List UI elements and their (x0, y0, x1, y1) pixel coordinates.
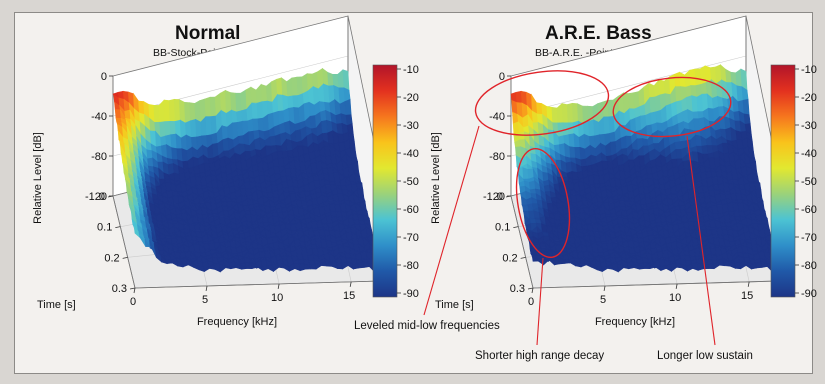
colorbar (372, 64, 398, 298)
z-axis-label: Relative Level [dB] (32, 132, 44, 224)
annotation-shorter-high-decay: Shorter high range decay (475, 350, 605, 362)
time-tick-label: 0.1 (97, 222, 112, 234)
z-tick-label: -40 (489, 111, 505, 123)
z-tick-label: -120 (85, 191, 107, 203)
colorbar-tick-label: -30 (801, 120, 817, 132)
figure-frame: Normal BB-Stock-Point 1 0 -40 -80 -120 Relat… (14, 12, 817, 374)
z-tick-label: -80 (489, 151, 505, 163)
time-tick-label: 0.2 (502, 252, 517, 264)
chart-panel-normal: Normal BB-Stock-Point 1 0 -40 -80 -120 Relat… (15, 13, 419, 353)
waterfall-plot: 0 -40 -80 -120 Relative Level [dB] 0 0.1 0.2 0.3… (32, 15, 419, 328)
colorbar-tick-label: -20 (801, 92, 817, 104)
time-tick-label: 0.3 (112, 283, 127, 295)
colorbar-tick-label: -50 (801, 176, 817, 188)
colorbar-tick-label: -10 (801, 64, 817, 76)
frequency-tick-label: 10 (271, 292, 283, 304)
annotation-leveled-mid-low: Leveled mid-low frequencies (354, 320, 500, 332)
waterfall-plot: 0 -40 -80 -120 Relative Level [dB] 0 0.1 0.2 0.3… (430, 15, 817, 328)
colorbar-tick-label: -80 (801, 260, 817, 272)
colorbar-tick-label: -60 (403, 204, 419, 216)
frequency-tick-label: 0 (130, 296, 136, 308)
colorbar-tick-label: -40 (801, 148, 817, 160)
frequency-tick-label: 0 (528, 296, 534, 308)
chart-title: A.R.E. Bass (545, 23, 652, 44)
z-axis-label: Relative Level [dB] (430, 132, 442, 224)
colorbar-tick-label: -60 (801, 204, 817, 216)
colorbar-tick-label: -10 (403, 64, 419, 76)
annotation-longer-low-sustain: Longer low sustain (657, 350, 753, 362)
z-tick-label: -80 (91, 151, 107, 163)
floor-front-edge (134, 280, 381, 289)
frequency-tick-label: 15 (343, 290, 355, 302)
colorbar-tick-label: -70 (801, 232, 817, 244)
floor-front-edge (532, 280, 779, 289)
frequency-tick-label: 5 (600, 294, 606, 306)
colorbar-tick-label: -50 (403, 176, 419, 188)
z-tick-label: -40 (91, 111, 107, 123)
time-tick-label: 0 (99, 191, 105, 203)
chart-title: Normal (175, 23, 241, 44)
z-tick-label: -120 (483, 191, 505, 203)
time-axis-label: Time [s] (37, 299, 76, 311)
frequency-tick-label: 15 (741, 290, 753, 302)
colorbar-tick-label: -90 (403, 288, 419, 300)
z-tick-label: 0 (101, 71, 107, 83)
colorbar-tick-label: -30 (403, 120, 419, 132)
frequency-axis-label: Frequency [kHz] (595, 316, 675, 328)
waterfall-surface (112, 67, 381, 273)
z-tick-label: 0 (499, 71, 505, 83)
time-tick-label: 0.1 (495, 222, 510, 234)
colorbar-tick-label: -40 (403, 148, 419, 160)
frequency-tick-label: 10 (669, 292, 681, 304)
colorbar (770, 64, 796, 298)
time-axis-label: Time [s] (435, 299, 474, 311)
time-tick-label: 0 (497, 191, 503, 203)
colorbar-tick-label: -80 (403, 260, 419, 272)
frequency-axis-label: Frequency [kHz] (197, 316, 277, 328)
time-tick-label: 0.3 (510, 283, 525, 295)
colorbar-tick-label: -70 (403, 232, 419, 244)
time-tick-label: 0.2 (104, 252, 119, 264)
chart-panel-are-bass: A.R.E. Bass BB-A.R.E. -Point 1 0 -40 -80 -1… (413, 13, 817, 353)
colorbar-tick-label: -20 (403, 92, 419, 104)
colorbar-tick-label: -90 (801, 288, 817, 300)
frequency-tick-label: 5 (202, 294, 208, 306)
